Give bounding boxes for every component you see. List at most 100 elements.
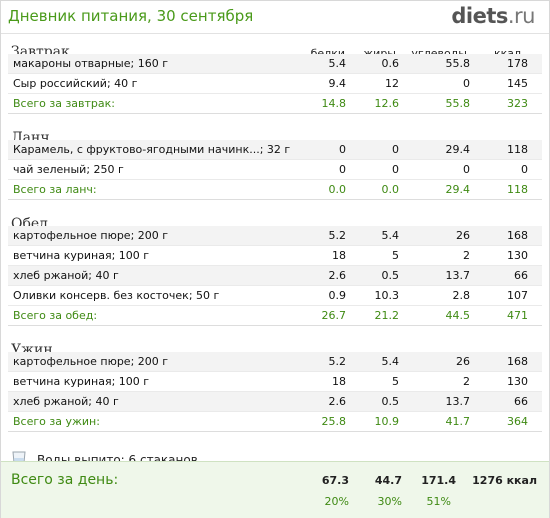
- food-carbs: 55.8: [445, 57, 471, 70]
- food-carbs: 2.8: [452, 289, 471, 302]
- food-carbs: 2: [463, 375, 470, 388]
- food-row[interactable]: картофельное пюре; 200 г 5.2 5.4 26 168: [8, 352, 542, 372]
- food-kcal: 145: [507, 77, 528, 90]
- food-row[interactable]: хлеб ржаной; 40 г 2.6 0.5 13.7 66: [8, 392, 542, 412]
- meal-total-kcal: 118: [507, 183, 528, 196]
- food-carbs: 2: [463, 249, 470, 262]
- meal-total-carbs: 55.8: [445, 97, 471, 110]
- food-kcal: 66: [514, 395, 528, 408]
- meals-container: Завтракбелкижирыуглеводыккалмакароны отв…: [1, 34, 549, 473]
- food-kcal: 107: [507, 289, 528, 302]
- food-fat: 0: [392, 163, 399, 176]
- food-name: чай зеленый; 250 г: [13, 163, 124, 176]
- food-row[interactable]: чай зеленый; 250 г 0 0 0 0: [8, 160, 542, 180]
- section-gap: [1, 432, 549, 438]
- meal-total-protein: 0.0: [328, 183, 347, 196]
- food-kcal: 130: [507, 375, 528, 388]
- meal-total-row: Всего за ужин: 25.8 10.9 41.7 364: [8, 412, 542, 432]
- food-fat: 0: [392, 143, 399, 156]
- day-total-kcal: 1276 ккал: [472, 474, 537, 487]
- protein-percent: 20%: [324, 495, 349, 508]
- logo-suffix: .ru: [507, 4, 536, 28]
- meal-total-row: Всего за обед: 26.7 21.2 44.5 471: [8, 306, 542, 326]
- food-name: картофельное пюре; 200 г: [13, 355, 169, 368]
- food-protein: 5.2: [328, 229, 347, 242]
- food-fat: 12: [385, 77, 399, 90]
- meal-header: Завтракбелкижирыуглеводыккал: [1, 34, 549, 60]
- food-protein: 18: [332, 375, 346, 388]
- meal-total-carbs: 29.4: [445, 183, 471, 196]
- food-kcal: 168: [507, 355, 528, 368]
- food-carbs: 0: [463, 163, 470, 176]
- food-row[interactable]: Сыр российский; 40 г 9.4 12 0 145: [8, 74, 542, 94]
- food-fat: 5: [392, 249, 399, 262]
- meal-total-fat: 21.2: [374, 309, 400, 322]
- food-fat: 5: [392, 375, 399, 388]
- meal-total-fat: 0.0: [381, 183, 400, 196]
- food-protein: 2.6: [328, 395, 347, 408]
- meal-total-carbs: 44.5: [445, 309, 471, 322]
- food-protein: 0: [339, 163, 346, 176]
- food-name: Карамель, с фруктово-ягодными начинк...;…: [13, 143, 291, 156]
- meal-total-fat: 10.9: [374, 415, 400, 428]
- day-total-carbs: 171.4: [421, 474, 456, 487]
- meal-total-carbs: 41.7: [445, 415, 471, 428]
- food-name: ветчина куриная; 100 г: [13, 249, 150, 262]
- food-carbs: 13.7: [445, 269, 471, 282]
- food-carbs: 26: [456, 229, 470, 242]
- food-row[interactable]: Оливки консерв. без косточек; 50 г 0.9 10.…: [8, 286, 542, 306]
- meal-total-label: Всего за завтрак:: [13, 97, 116, 110]
- food-carbs: 0: [463, 77, 470, 90]
- food-row[interactable]: ветчина куриная; 100 г 18 5 2 130: [8, 246, 542, 266]
- meal-total-kcal: 364: [507, 415, 528, 428]
- food-carbs: 13.7: [445, 395, 471, 408]
- header-divider: [1, 33, 549, 34]
- food-row[interactable]: макароны отварные; 160 г 5.4 0.6 55.8 178: [8, 54, 542, 74]
- food-row[interactable]: Карамель, с фруктово-ягодными начинк...;…: [8, 140, 542, 160]
- food-kcal: 168: [507, 229, 528, 242]
- meal-total-fat: 12.6: [374, 97, 400, 110]
- food-kcal: 178: [507, 57, 528, 70]
- meal-total-label: Всего за обед:: [13, 309, 98, 322]
- meal-total-protein: 25.8: [321, 415, 347, 428]
- food-kcal: 130: [507, 249, 528, 262]
- food-row[interactable]: хлеб ржаной; 40 г 2.6 0.5 13.7 66: [8, 266, 542, 286]
- meal-total-kcal: 323: [507, 97, 528, 110]
- day-total-protein: 67.3: [321, 474, 349, 487]
- day-total-panel: Всего за день: 67.3 44.7 171.4 1276 ккал…: [1, 461, 549, 518]
- meal-total-protein: 26.7: [321, 309, 347, 322]
- site-logo[interactable]: diets.ru: [451, 4, 535, 28]
- food-kcal: 118: [507, 143, 528, 156]
- page-title: Дневник питания, 30 сентября: [8, 7, 254, 25]
- day-total-label: Всего за день:: [11, 472, 119, 488]
- food-name: хлеб ржаной; 40 г: [13, 269, 119, 282]
- food-fat: 10.3: [374, 289, 400, 302]
- food-kcal: 0: [521, 163, 528, 176]
- day-total-fat: 44.7: [374, 474, 402, 487]
- food-fat: 5.4: [381, 355, 400, 368]
- food-row[interactable]: ветчина куриная; 100 г 18 5 2 130: [8, 372, 542, 392]
- food-protein: 0.9: [328, 289, 347, 302]
- meal-header: Ужин: [1, 332, 549, 358]
- food-protein: 5.4: [328, 57, 347, 70]
- food-fat: 0.5: [381, 269, 400, 282]
- header: Дневник питания, 30 сентября diets.ru: [1, 1, 549, 34]
- food-protein: 2.6: [328, 269, 347, 282]
- carbs-percent: 51%: [426, 495, 451, 508]
- food-name: хлеб ржаной; 40 г: [13, 395, 119, 408]
- food-fat: 5.4: [381, 229, 400, 242]
- food-name: ветчина куриная; 100 г: [13, 375, 150, 388]
- meal-total-kcal: 471: [507, 309, 528, 322]
- food-protein: 9.4: [328, 77, 347, 90]
- logo-main: diets: [451, 4, 508, 28]
- food-kcal: 66: [514, 269, 528, 282]
- meal-total-row: Всего за завтрак: 14.8 12.6 55.8 323: [8, 94, 542, 114]
- food-name: Оливки консерв. без косточек; 50 г: [13, 289, 220, 302]
- food-name: картофельное пюре; 200 г: [13, 229, 169, 242]
- food-name: макароны отварные; 160 г: [13, 57, 168, 70]
- meal-header: Обед: [1, 206, 549, 232]
- food-carbs: 29.4: [445, 143, 471, 156]
- food-protein: 18: [332, 249, 346, 262]
- food-row[interactable]: картофельное пюре; 200 г 5.2 5.4 26 168: [8, 226, 542, 246]
